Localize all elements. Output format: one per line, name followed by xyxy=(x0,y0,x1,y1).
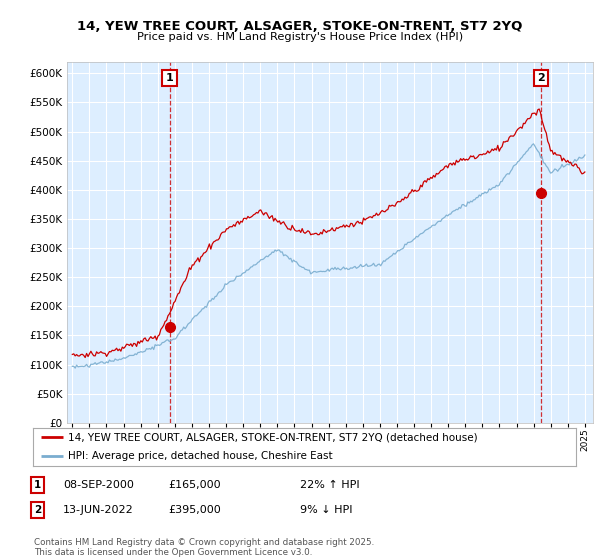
Text: HPI: Average price, detached house, Cheshire East: HPI: Average price, detached house, Ches… xyxy=(68,451,333,461)
Text: 14, YEW TREE COURT, ALSAGER, STOKE-ON-TRENT, ST7 2YQ: 14, YEW TREE COURT, ALSAGER, STOKE-ON-TR… xyxy=(77,20,523,32)
Text: 2: 2 xyxy=(34,505,41,515)
Text: Contains HM Land Registry data © Crown copyright and database right 2025.
This d: Contains HM Land Registry data © Crown c… xyxy=(34,538,374,557)
Text: 9% ↓ HPI: 9% ↓ HPI xyxy=(300,505,353,515)
Text: 2: 2 xyxy=(537,73,545,83)
Text: Price paid vs. HM Land Registry's House Price Index (HPI): Price paid vs. HM Land Registry's House … xyxy=(137,32,463,42)
Text: 08-SEP-2000: 08-SEP-2000 xyxy=(63,480,134,490)
Text: 1: 1 xyxy=(34,480,41,490)
Text: 22% ↑ HPI: 22% ↑ HPI xyxy=(300,480,359,490)
Text: 1: 1 xyxy=(166,73,173,83)
Text: 13-JUN-2022: 13-JUN-2022 xyxy=(63,505,134,515)
Text: £395,000: £395,000 xyxy=(168,505,221,515)
Text: £165,000: £165,000 xyxy=(168,480,221,490)
Text: 14, YEW TREE COURT, ALSAGER, STOKE-ON-TRENT, ST7 2YQ (detached house): 14, YEW TREE COURT, ALSAGER, STOKE-ON-TR… xyxy=(68,432,478,442)
